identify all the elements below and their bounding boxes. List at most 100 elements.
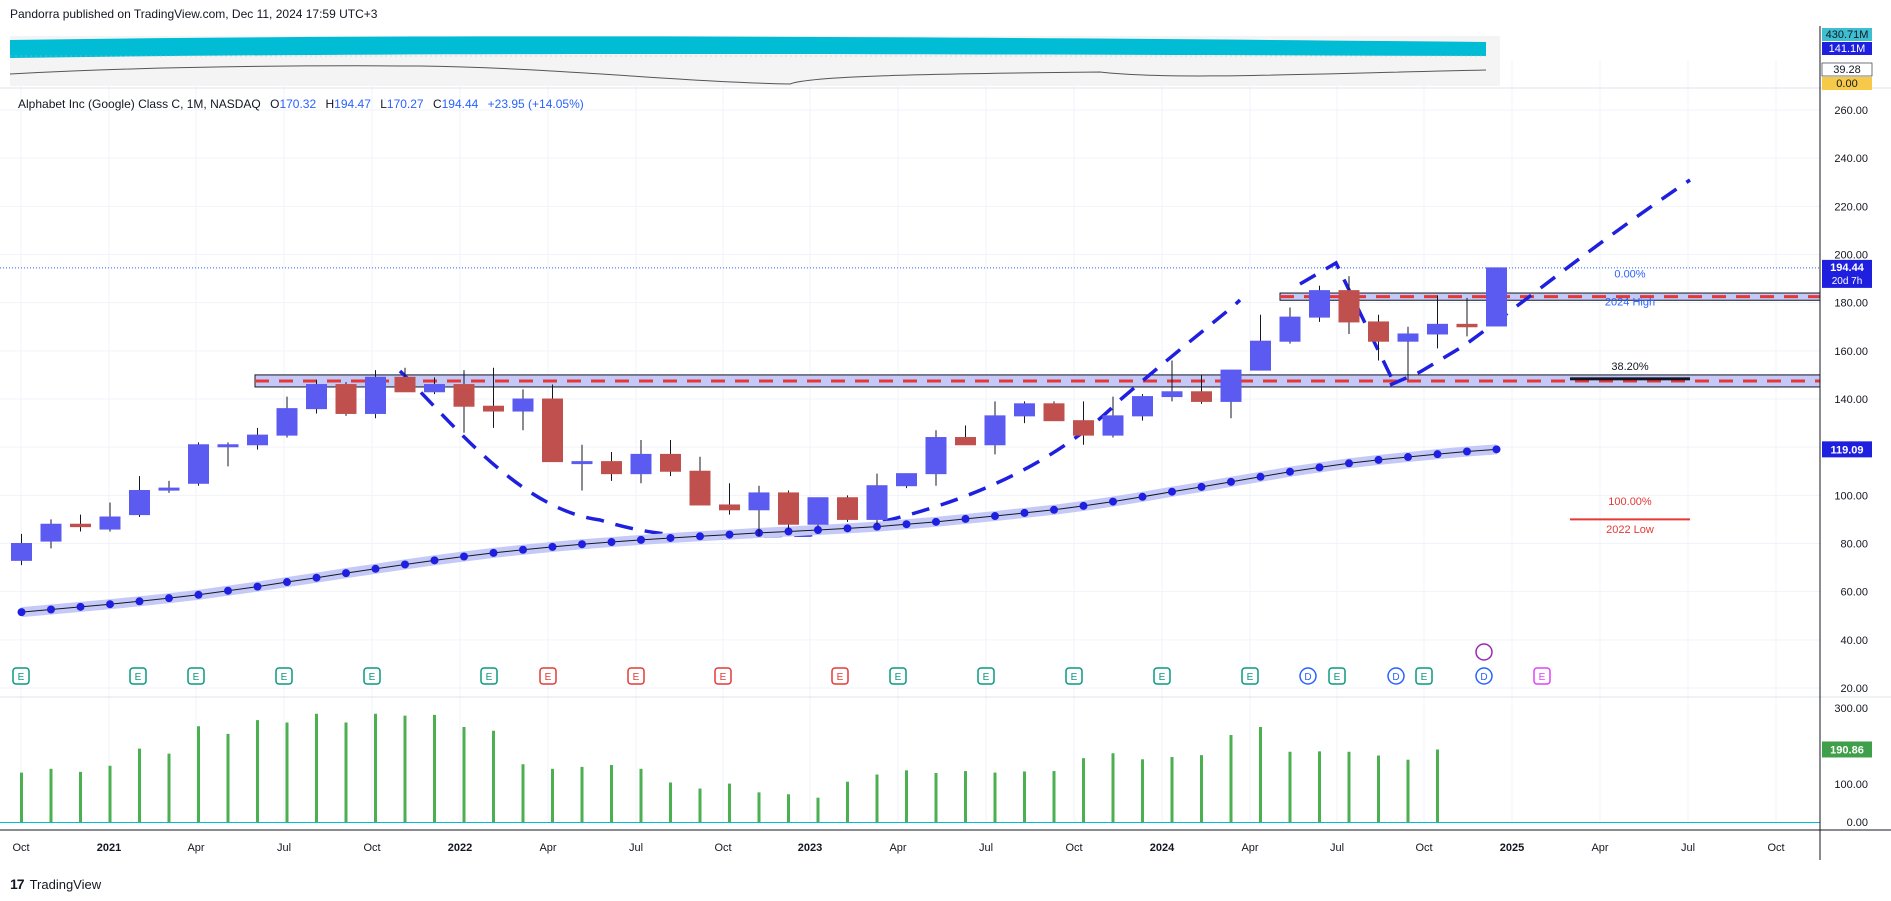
earnings-marker [1328,667,1346,685]
ma-point [548,542,557,551]
time-tick-label: Oct [12,842,29,854]
candle-body [925,437,947,475]
ma-point [371,564,380,573]
earnings-marker [187,667,205,685]
top-panel-label: 39.28 [1833,64,1861,76]
candle-body [188,444,209,484]
event-marker-label: E [135,672,142,683]
earnings-marker [977,667,995,685]
candle-body [276,408,298,436]
event-marker-label: E [633,672,640,683]
ma-point [1286,467,1294,476]
close-value: 194.44 [441,97,479,111]
earnings-marker [714,667,732,685]
top-panel-label: 141.1M [1829,43,1866,55]
ma-point [460,552,468,561]
candle-body [158,487,180,491]
fib-sublabel: 2024 High [1605,296,1655,308]
fib-label: 0.00% [1614,268,1645,280]
time-tick-label: Oct [1767,842,1784,854]
time-tick-label: Jul [629,842,643,854]
footer-brand-label: TradingView [29,876,102,892]
event-marker-label: E [545,672,552,683]
earnings-marker [1533,667,1551,685]
top-panel-label-bg [1822,77,1872,90]
candle-body [630,453,652,475]
candle-body [394,376,416,393]
ma-point [1404,453,1412,462]
ma-point [401,560,409,569]
ma-point [961,514,970,523]
high-value: 194.47 [334,97,371,111]
price-tick-label: 180.00 [1834,298,1868,310]
ma-point [696,532,704,541]
candle-body [1279,316,1301,342]
top-panel-label-bg [1822,42,1872,55]
time-tick-label: Oct [1065,842,1082,854]
ma-point [312,573,321,582]
low-value: 170.27 [386,97,424,111]
ma-point [47,605,55,614]
candle-body [1250,340,1271,371]
axes: 260.00 240.00 220.00 200.00 180.00 160.00 140.… [0,26,1891,860]
candle-body [837,497,858,520]
candle-body [11,543,32,561]
close-label: C [432,97,442,111]
volume-series [0,713,1820,823]
ma-point [489,548,498,557]
time-tick-label: Apr [1591,842,1608,854]
candle-body [542,398,563,463]
price-tick-label: 240.00 [1834,153,1868,165]
event-marker-label: E [1159,672,1166,683]
time-tick-label: Jul [1681,842,1695,854]
price-tick-label: 60.00 [1840,587,1868,599]
ma-point [17,608,26,617]
dividend-marker [1299,667,1317,685]
ma-point [1315,463,1324,472]
ma-point [194,590,203,599]
ma-point [1433,450,1442,459]
candle-body [601,461,622,475]
event-marker-label: D [1480,672,1487,683]
candle-body [1161,391,1183,398]
earnings-marker [1241,667,1259,685]
current-price-badge [1822,259,1872,288]
earnings-marker [12,667,30,685]
candle-body [335,384,357,414]
candle-body [1043,403,1065,422]
candle-body [719,504,740,511]
ma-point [253,582,262,591]
earnings-marker [539,667,557,685]
ma-badge [1822,441,1872,458]
ma-point [1227,477,1235,486]
time-tick-label: Apr [539,842,556,854]
ma-point [902,520,911,529]
earnings-marker [275,667,293,685]
candle-body [778,492,799,525]
time-tick-label: Oct [1415,842,1432,854]
candle-body [1132,396,1153,417]
ma-point [224,586,232,595]
ma-point [637,535,645,544]
fib-label: 100.00% [1608,496,1652,508]
price-tick-label: 260.00 [1834,105,1868,117]
candle-body [247,434,268,446]
candle-body [483,405,504,412]
horizontal-levels [0,267,1821,388]
symbol-name: Alphabet Inc (Google) Class C, 1M, NASDA… [18,97,261,111]
event-marker-label: E [486,672,493,683]
candle-body [70,523,91,528]
ma-point [1138,492,1147,501]
footer-brand[interactable]: 17 TradingView [10,876,101,892]
event-marker-label: E [369,672,376,683]
event-marker-label: E [18,672,25,683]
price-tick-label: 40.00 [1840,635,1868,647]
grid [0,60,1891,822]
time-tick-label: Oct [714,842,731,854]
earnings-marker [480,667,498,685]
event-marker-label: E [1334,672,1341,683]
ma-point [430,556,439,565]
ma-point [843,524,852,533]
candle-body [217,444,239,448]
